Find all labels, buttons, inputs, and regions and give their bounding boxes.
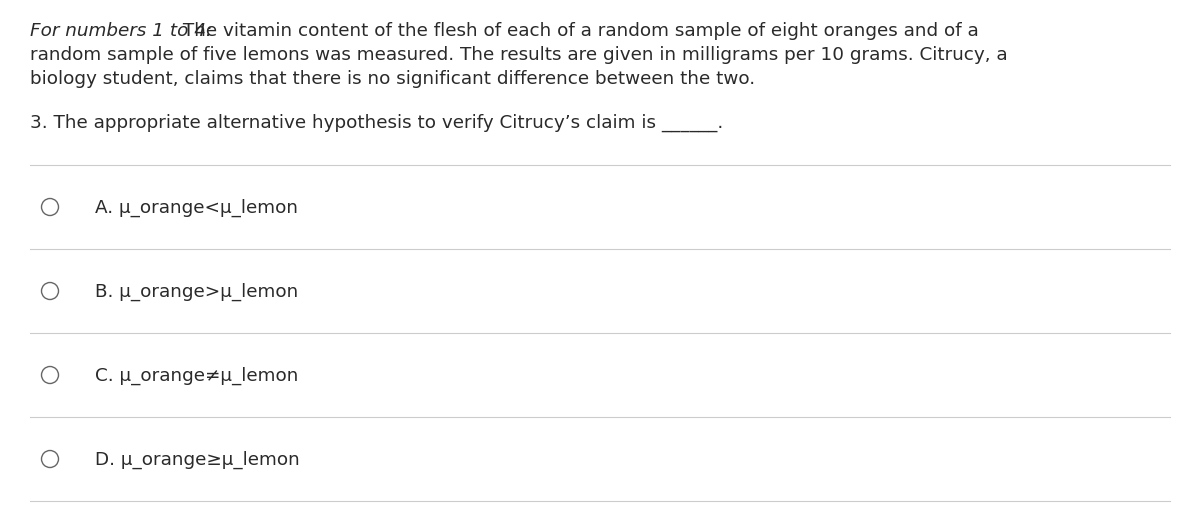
Text: For numbers 1 to 4:: For numbers 1 to 4: <box>30 22 212 40</box>
Text: 3. The appropriate alternative hypothesis to verify Citrucy’s claim is ______.: 3. The appropriate alternative hypothesi… <box>30 114 724 132</box>
Text: B. μ_orange>μ_lemon: B. μ_orange>μ_lemon <box>95 282 299 300</box>
Text: C. μ_orange≠μ_lemon: C. μ_orange≠μ_lemon <box>95 366 299 384</box>
Text: random sample of five lemons was measured. The results are given in milligrams p: random sample of five lemons was measure… <box>30 46 1008 64</box>
Text: biology student, claims that there is no significant difference between the two.: biology student, claims that there is no… <box>30 70 755 88</box>
Text: D. μ_orange≥μ_lemon: D. μ_orange≥μ_lemon <box>95 450 300 468</box>
Text: A. μ_orange<μ_lemon: A. μ_orange<μ_lemon <box>95 198 298 217</box>
Text: The vitamin content of the flesh of each of a random sample of eight oranges and: The vitamin content of the flesh of each… <box>178 22 979 40</box>
